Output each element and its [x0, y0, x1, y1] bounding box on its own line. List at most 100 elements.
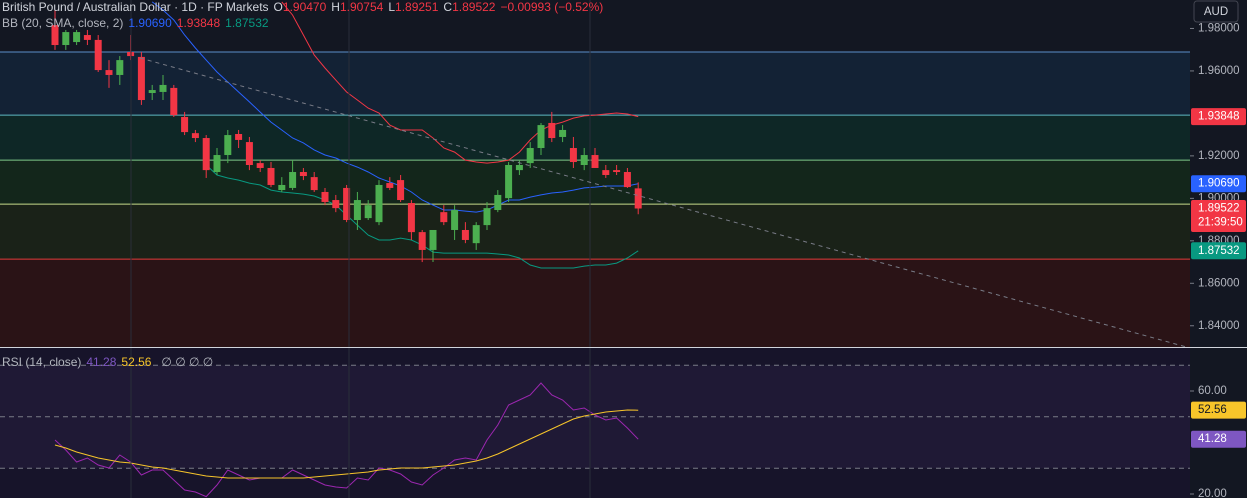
candle-body — [569, 148, 577, 163]
price-pane — [0, 1, 1190, 347]
y-tick-label: 1.96000 — [1198, 65, 1240, 77]
ohlc-label: O — [273, 0, 283, 14]
candle-body — [634, 188, 642, 209]
candle-body — [170, 87, 178, 116]
indicator-title: RSI (14, close) — [2, 355, 82, 369]
axes: 1.980001.960001.920001.900001.880001.860… — [1190, 22, 1246, 498]
ohlc-value: 1.90470 — [282, 0, 327, 14]
series-line — [54, 382, 639, 498]
series-line — [151, 1, 639, 213]
candle-body — [353, 200, 361, 221]
candle-body — [94, 39, 102, 71]
indicator-title: BB (20, SMA, close, 2) — [2, 16, 124, 30]
candle-body — [73, 32, 81, 43]
series-line — [281, 1, 639, 164]
indicator-value: 41.28 — [86, 355, 117, 369]
candle-body — [310, 177, 318, 191]
y-tick-label: 1.98000 — [1198, 22, 1240, 34]
candle-body — [83, 35, 91, 40]
ohlc-label: L — [388, 0, 396, 14]
candle-body — [602, 170, 610, 175]
indicator-value: 1.93848 — [176, 16, 221, 30]
candle-body — [62, 32, 70, 46]
currency-box — [1193, 0, 1239, 23]
y-tick-label: 1.92000 — [1198, 150, 1240, 162]
candle-body — [494, 194, 502, 211]
price-badge — [1191, 401, 1246, 419]
candle-body — [202, 138, 210, 171]
price-badge — [1191, 199, 1246, 232]
candle-body — [429, 229, 437, 250]
candle-body — [116, 60, 124, 75]
candle-body — [321, 191, 329, 202]
price-badge-label: 1.90690 — [1198, 178, 1240, 190]
candle-body — [191, 133, 199, 139]
candle-body — [623, 172, 631, 188]
candle-body — [397, 180, 405, 201]
candle-body — [364, 205, 372, 219]
candle-body — [613, 170, 621, 173]
candle-body — [343, 187, 351, 221]
series-line — [54, 409, 639, 479]
candle-body — [386, 183, 394, 188]
candle-body — [159, 84, 167, 92]
candle-body — [213, 155, 221, 173]
candle-body — [461, 229, 469, 240]
indicator-value: 1.87532 — [225, 16, 269, 30]
candle-body — [418, 232, 426, 250]
candle-body — [407, 203, 415, 233]
currency-label: AUD — [1204, 6, 1228, 18]
change: −0.00993 (−0.52%) — [500, 0, 604, 14]
ohlc-label: C — [443, 0, 453, 14]
candle-body — [451, 210, 459, 230]
price-badge-label: 52.56 — [1198, 404, 1227, 416]
candle-body — [245, 142, 253, 166]
candle-body — [375, 184, 383, 223]
y-tick-label: 1.84000 — [1198, 320, 1240, 332]
ohlc-value: 1.90754 — [339, 0, 384, 14]
indicator-extra: ∅ ∅ ∅ ∅ — [161, 355, 214, 369]
candle-body — [559, 129, 567, 137]
price-badge-label: 1.87532 — [1198, 245, 1240, 257]
price-badge — [1191, 430, 1246, 448]
rsi-background — [0, 348, 1190, 498]
candle-body — [472, 225, 480, 244]
ohlc-value: 1.89522 — [452, 0, 496, 14]
candle-body — [278, 184, 286, 191]
ohlc: O1.90470 H1.90754 L1.89251 C1.89522 −0.00993… — [274, 0, 609, 14]
candle-body — [580, 155, 588, 166]
rsi-pane — [0, 348, 1190, 498]
indicator-values: 41.28 52.56 — [86, 355, 156, 369]
price-badge — [1191, 108, 1246, 126]
candle-body — [537, 125, 545, 149]
bb-legend: BB (20, SMA, close, 2) 1.90690 1.93848 1.87… — [2, 16, 279, 30]
candle-body — [267, 167, 275, 185]
rsi-legend: RSI (14, close) 41.28 52.56 ∅ ∅ ∅ ∅ — [2, 355, 218, 369]
candle-body — [137, 56, 145, 101]
candle-body — [515, 165, 523, 171]
price-badge — [1191, 175, 1246, 193]
level-zone — [0, 259, 1190, 347]
vertical-grid — [130, 0, 591, 498]
y-tick-label: 60.00 — [1198, 385, 1227, 397]
candle-body — [235, 134, 243, 140]
candle-body — [440, 212, 448, 223]
candle-body — [591, 155, 599, 168]
candle-body — [505, 165, 513, 199]
candle-body — [105, 70, 113, 75]
price-badge-label: 41.28 — [1198, 433, 1227, 445]
candle-body — [483, 208, 491, 226]
candle-body — [148, 90, 156, 94]
symbol-legend: British Pound / Australian Dollar · 1D ·… — [2, 0, 613, 14]
candle-body — [548, 122, 556, 139]
candle-body — [332, 200, 340, 209]
candle-body — [224, 135, 232, 156]
level-zone — [0, 204, 1190, 260]
indicator-value: 1.90690 — [128, 16, 172, 30]
indicator-values: 1.90690 1.93848 1.87532 — [128, 16, 273, 30]
y-tick-label: 1.86000 — [1198, 277, 1240, 289]
ohlc-label: H — [331, 0, 340, 14]
ohlc-value: 1.89251 — [395, 0, 439, 14]
